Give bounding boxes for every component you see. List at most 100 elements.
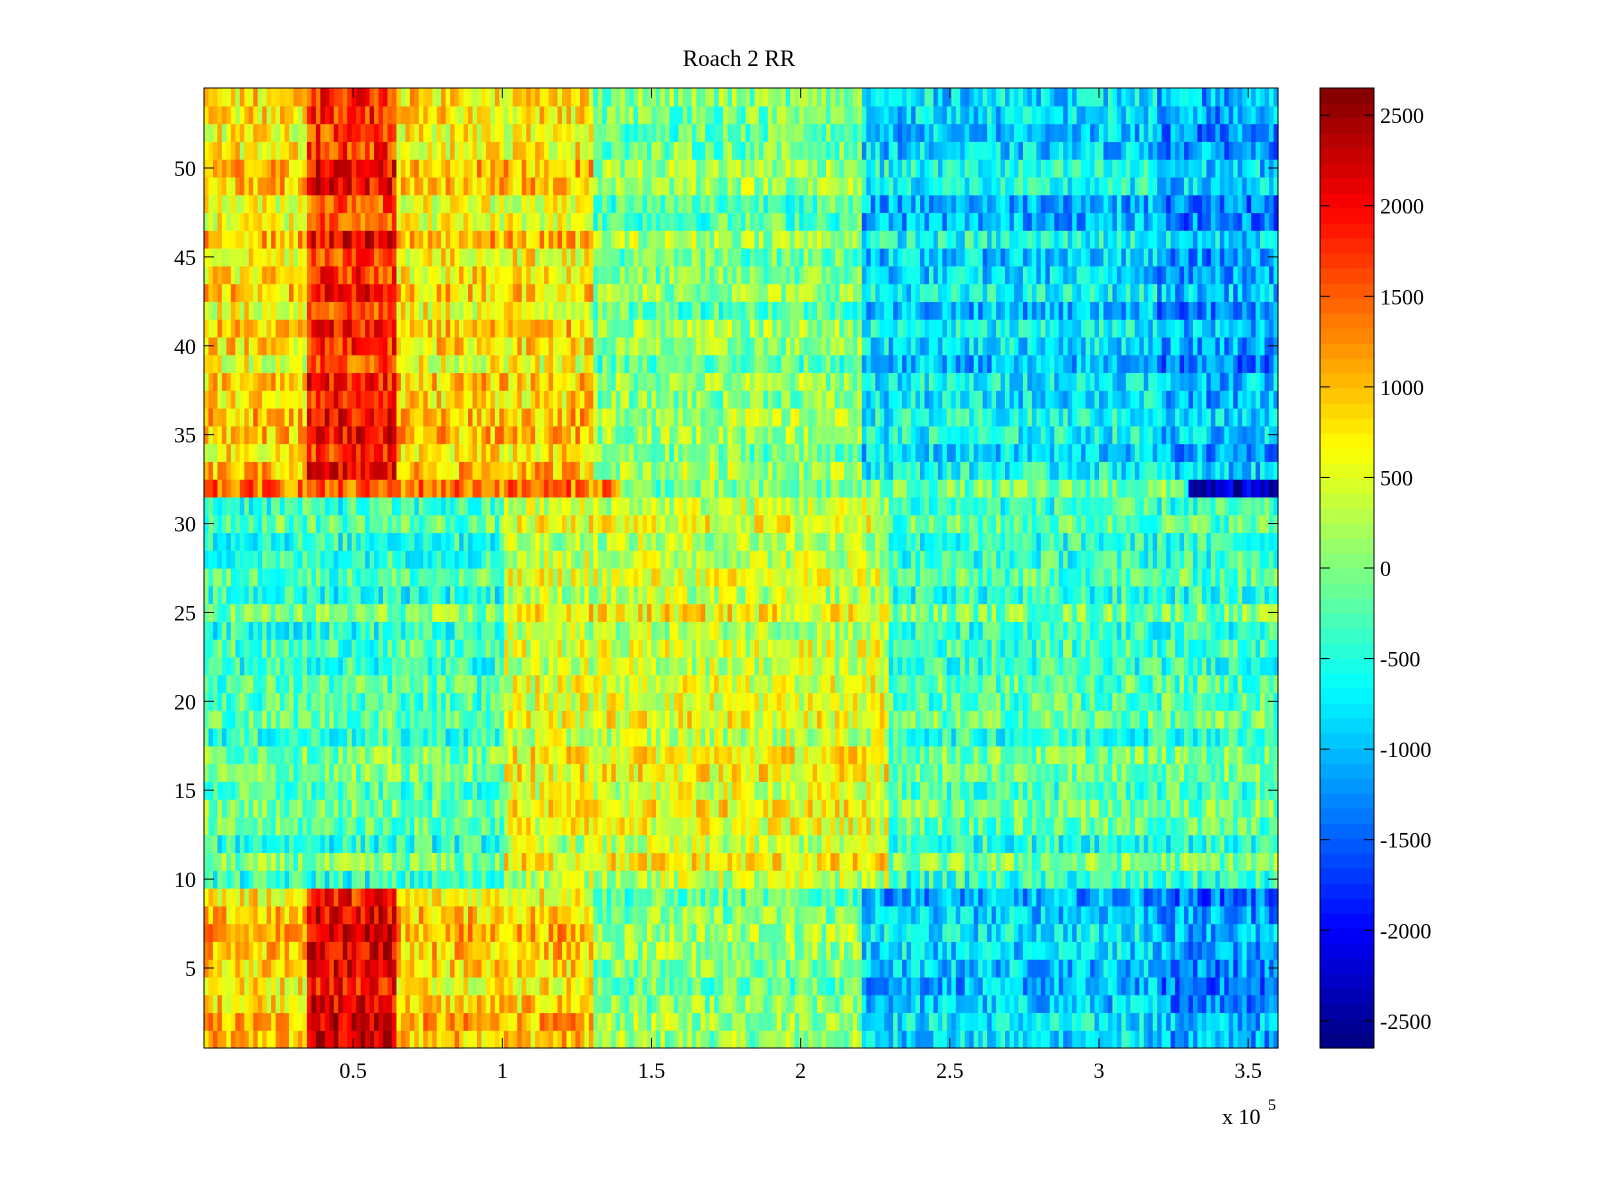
heatmap-cell [776,728,782,747]
heatmap-cell [400,799,406,818]
heatmap-cell [942,728,948,747]
heatmap-cell [383,763,389,782]
heatmap-cell [781,994,787,1014]
heatmap-cell [1031,923,1037,942]
heatmap-cell [1251,1030,1257,1049]
heatmap-cell [544,799,550,818]
heatmap-cell [776,1030,782,1049]
heatmap-cell [772,745,778,765]
heatmap-cell [445,852,451,871]
heatmap-cell [602,799,608,818]
heatmap-cell [794,870,800,889]
heatmap-cell [248,1030,254,1049]
heatmap-cell [369,674,375,694]
heatmap-cell [884,959,890,978]
heatmap-cell [557,816,563,836]
heatmap-cell [664,799,670,818]
heatmap-cell [1210,923,1216,942]
heatmap-cell [1045,781,1051,800]
heatmap-cell [548,745,554,765]
heatmap-cell [494,692,500,711]
heatmap-cell [624,728,630,747]
heatmap-cell [396,976,402,996]
heatmap-cell [906,674,912,694]
heatmap-cell [749,994,756,1014]
heatmap-cell [432,888,438,907]
heatmap-cell [400,692,406,711]
heatmap-cell [414,710,420,729]
heatmap-cell [1255,870,1261,889]
heatmap-cell [1040,923,1046,942]
heatmap-cell [790,745,796,765]
heatmap-cell [297,959,304,978]
heatmap-cell [400,1012,406,1031]
heatmap-cell [1112,816,1118,836]
heatmap-cell [369,976,375,996]
heatmap-cell [1273,994,1279,1014]
heatmap-cell [539,834,545,854]
heatmap-cell [1192,692,1199,711]
heatmap-cell [1040,994,1046,1014]
heatmap-cell [512,692,518,711]
heatmap-cell [987,745,993,765]
heatmap-cell [280,852,286,871]
heatmap-cell [723,781,729,800]
heatmap-cell [1237,763,1243,782]
heatmap-cell [378,816,384,836]
heatmap-cell [866,1030,872,1049]
heatmap-cell [960,959,966,978]
heatmap-cell [311,852,317,871]
heatmap-cell [1090,923,1096,942]
heatmap-cell [638,923,644,942]
heatmap-cell [1103,763,1109,782]
heatmap-cell [723,728,729,747]
heatmap-cell [1125,763,1131,782]
heatmap-cell [1130,1012,1136,1031]
heatmap-cell [356,745,362,765]
heatmap-cell [253,870,259,889]
heatmap-cell [1192,763,1199,782]
heatmap-cell [1152,994,1158,1014]
heatmap-cell [490,941,496,960]
heatmap-cell [799,834,805,854]
heatmap-cell [1157,728,1163,747]
heatmap-cell [204,941,210,960]
heatmap-cell [790,710,796,729]
heatmap-cell [897,781,903,800]
heatmap-cell [1049,674,1055,694]
heatmap-cell [1273,816,1279,836]
heatmap-cell [1264,763,1270,782]
heatmap-cell [1130,763,1136,782]
heatmap-cell [324,959,330,978]
heatmap-cell [441,959,447,978]
heatmap-cell [1130,994,1136,1014]
heatmap-cell [311,799,317,818]
heatmap-cell [1121,728,1127,747]
heatmap-cell [848,834,854,854]
heatmap-cell [1125,923,1131,942]
heatmap-cell [459,674,465,694]
heatmap-cell [315,941,321,960]
heatmap-cell [235,1030,241,1049]
heatmap-cell [973,799,979,818]
heatmap-cell [987,941,993,960]
heatmap-cell [987,870,993,889]
heatmap-cell [1121,976,1127,996]
heatmap-cell [329,959,335,978]
heatmap-cell [749,870,756,889]
heatmap-cell [830,994,836,1014]
heatmap-cell [669,745,675,765]
heatmap-cell [1009,923,1015,942]
heatmap-cell [848,1012,854,1031]
heatmap-cell [293,870,299,889]
heatmap-cell [1188,816,1194,836]
heatmap-cell [709,674,715,694]
heatmap-cell [651,674,657,694]
heatmap-cell [821,923,827,942]
heatmap-cell [749,674,756,694]
heatmap-cell [888,1030,894,1049]
heatmap-cell [1112,781,1118,800]
heatmap-cell [736,923,742,942]
heatmap-cell [584,799,590,818]
heatmap-cell [1175,923,1181,942]
